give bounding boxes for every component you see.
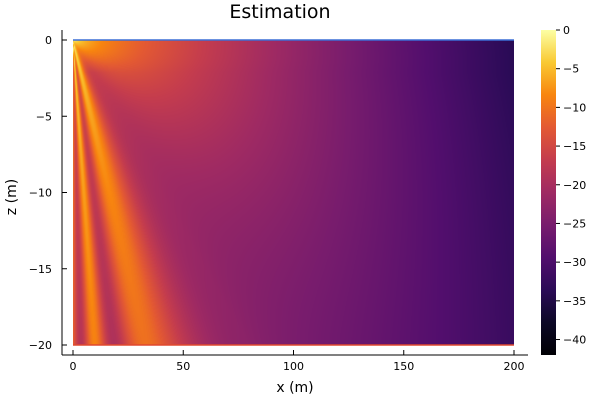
colorbar-tick-label: −10 [563,101,586,114]
colorbar-tick-label: −30 [563,256,586,269]
colorbar-tick-label: 0 [563,24,570,37]
x-tick-label: 200 [504,360,525,373]
x-axis-label: x (m) [276,380,313,396]
y-tick-label: −15 [29,263,52,276]
colorbar-tick-label: −20 [563,179,586,192]
colorbar-ticks: 0 −5 −10 −15 −20 −25 −30 −35 −40 [556,24,586,347]
y-tick-label: −10 [29,187,52,200]
y-tick-label: −20 [29,339,52,352]
y-tick-label: −5 [36,110,52,123]
x-tick-label: 150 [393,360,414,373]
colorbar [541,30,556,355]
colorbar-tick-label: −5 [563,63,579,76]
x-tick-label: 0 [70,360,77,373]
colorbar-tick-label: −25 [563,217,586,230]
y-tick-label: 0 [45,34,52,47]
y-axis-label: z (m) [4,179,20,215]
boundary-lines [73,39,514,346]
colorbar-tick-label: −15 [563,140,586,153]
heatmap-area [73,40,514,345]
colorbar-tick-label: −40 [563,334,586,347]
y-ticks: 0 −5 −10 −15 −20 [29,34,67,352]
chart-title: Estimation [229,1,330,23]
colorbar-tick-label: −35 [563,295,586,308]
x-tick-label: 50 [176,360,190,373]
x-tick-label: 100 [283,360,304,373]
x-ticks: 0 50 100 150 200 [70,350,525,373]
